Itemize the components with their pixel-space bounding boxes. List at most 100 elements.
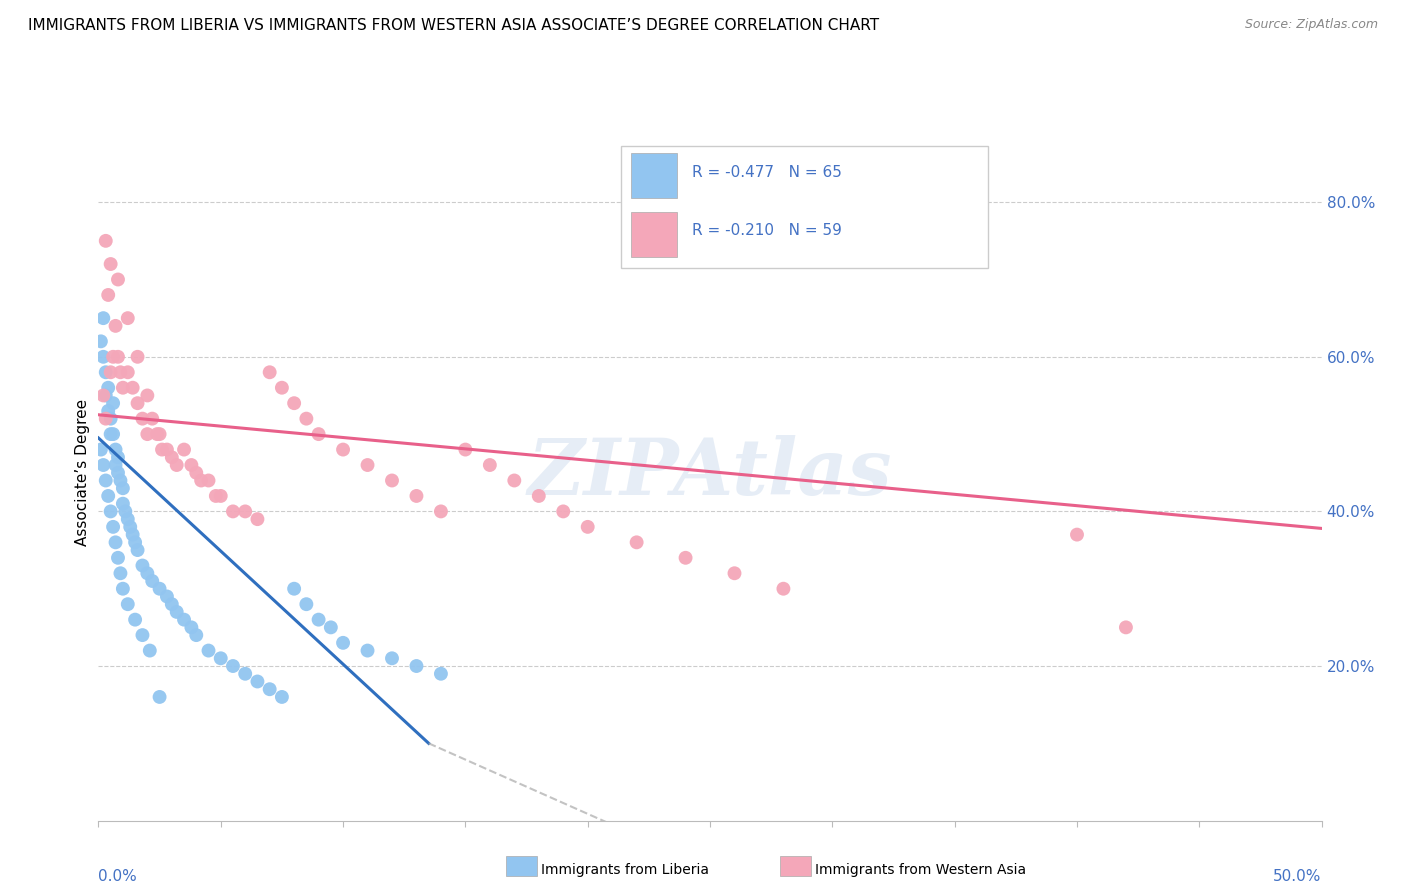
Point xyxy=(149,690,172,704)
Point xyxy=(94,365,117,379)
Point xyxy=(190,474,212,488)
Point xyxy=(110,365,132,379)
Point xyxy=(772,582,794,596)
Point xyxy=(100,411,122,425)
Point xyxy=(1066,527,1088,541)
Text: ZIPAtlas: ZIPAtlas xyxy=(527,434,893,511)
Point xyxy=(283,582,305,596)
Point xyxy=(124,613,146,627)
Bar xyxy=(630,153,678,198)
Point xyxy=(127,396,149,410)
Point xyxy=(121,381,143,395)
Point xyxy=(91,350,114,364)
Point xyxy=(97,404,120,418)
Point xyxy=(124,535,146,549)
Point xyxy=(454,442,477,457)
Point xyxy=(131,411,153,425)
Point xyxy=(110,566,132,581)
Point xyxy=(117,365,139,379)
Point xyxy=(160,450,183,465)
Point xyxy=(259,365,281,379)
Point xyxy=(246,674,269,689)
Point xyxy=(111,481,134,495)
Point xyxy=(141,574,163,588)
Point xyxy=(675,550,697,565)
Point xyxy=(381,651,404,665)
Point xyxy=(100,365,122,379)
Point xyxy=(91,458,114,472)
Point xyxy=(150,442,173,457)
Point xyxy=(295,411,318,425)
Point xyxy=(222,659,245,673)
Point xyxy=(107,350,129,364)
Point xyxy=(197,474,219,488)
Point xyxy=(149,582,172,596)
Point xyxy=(527,489,550,503)
Point xyxy=(120,520,142,534)
Point xyxy=(91,388,114,402)
Point xyxy=(104,442,127,457)
Point xyxy=(110,474,132,488)
Point xyxy=(141,411,163,425)
Point xyxy=(94,234,117,248)
Point xyxy=(107,450,129,465)
Point xyxy=(97,489,120,503)
Point xyxy=(332,636,354,650)
Text: 50.0%: 50.0% xyxy=(1274,870,1322,884)
Point xyxy=(127,350,149,364)
Point xyxy=(166,458,188,472)
Point xyxy=(156,590,179,604)
Point xyxy=(104,318,127,333)
Point xyxy=(270,381,294,395)
Point xyxy=(283,396,305,410)
Y-axis label: Associate’s Degree: Associate’s Degree xyxy=(75,400,90,546)
Point xyxy=(90,334,112,349)
Point xyxy=(405,489,427,503)
Point xyxy=(100,257,122,271)
Point xyxy=(104,535,127,549)
Text: 0.0%: 0.0% xyxy=(98,870,138,884)
Point xyxy=(308,613,330,627)
Point xyxy=(319,620,342,634)
Point xyxy=(233,504,256,518)
Point xyxy=(205,489,228,503)
Text: R = -0.477   N = 65: R = -0.477 N = 65 xyxy=(692,165,842,179)
Point xyxy=(97,381,120,395)
Point xyxy=(149,427,172,442)
Point xyxy=(503,474,526,488)
Point xyxy=(233,666,256,681)
Point xyxy=(117,311,139,326)
Text: IMMIGRANTS FROM LIBERIA VS IMMIGRANTS FROM WESTERN ASIA ASSOCIATE’S DEGREE CORRE: IMMIGRANTS FROM LIBERIA VS IMMIGRANTS FR… xyxy=(28,18,879,33)
Point xyxy=(430,504,453,518)
Point xyxy=(553,504,575,518)
Point xyxy=(1115,620,1137,634)
Point xyxy=(104,458,127,472)
Point xyxy=(94,388,117,402)
Text: Source: ZipAtlas.com: Source: ZipAtlas.com xyxy=(1244,18,1378,31)
Text: Immigrants from Western Asia: Immigrants from Western Asia xyxy=(815,863,1026,877)
Point xyxy=(270,690,294,704)
Point xyxy=(101,427,124,442)
Point xyxy=(186,628,208,642)
Point xyxy=(107,272,129,286)
Point xyxy=(117,597,139,611)
Point xyxy=(332,442,354,457)
Point xyxy=(136,388,159,402)
Point xyxy=(381,474,404,488)
Point xyxy=(131,628,153,642)
Text: Immigrants from Liberia: Immigrants from Liberia xyxy=(541,863,709,877)
Point xyxy=(111,381,134,395)
Point xyxy=(576,520,599,534)
Point xyxy=(626,535,648,549)
Point xyxy=(136,427,159,442)
Point xyxy=(197,643,219,657)
Point xyxy=(107,550,129,565)
Point xyxy=(209,489,232,503)
Point xyxy=(405,659,427,673)
Point xyxy=(180,458,202,472)
Point xyxy=(308,427,330,442)
Point xyxy=(90,442,112,457)
Point xyxy=(356,643,378,657)
Point xyxy=(180,620,202,634)
Point xyxy=(139,643,162,657)
